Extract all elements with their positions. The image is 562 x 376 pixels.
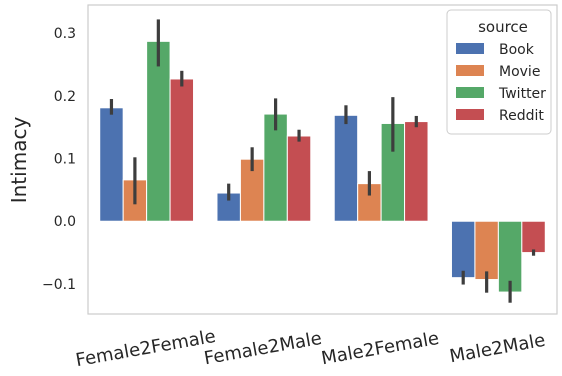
- legend-swatch-twitter: [456, 87, 484, 98]
- legend-label-book: Book: [499, 42, 535, 58]
- bar-reddit-male2female: [404, 121, 429, 222]
- bar-book-male2male: [450, 220, 476, 279]
- bar-reddit-male2male: [521, 220, 546, 254]
- y-axis-ticks: −0.1 0.0 0.1 0.2 0.3: [42, 26, 76, 293]
- y-axis-label: Intimacy: [7, 117, 31, 204]
- legend: source Book Movie Twitter Reddit: [446, 9, 552, 135]
- x-tick-label: Male2Male: [448, 330, 547, 367]
- legend-swatch-reddit: [456, 109, 484, 120]
- y-tick-label: 0.1: [54, 152, 76, 168]
- bar-twitter-female2female: [146, 40, 171, 222]
- legend-box: [446, 9, 552, 135]
- bars-layer: [99, 40, 546, 293]
- legend-swatch-book: [456, 43, 484, 54]
- legend-label-twitter: Twitter: [498, 86, 546, 102]
- bar-book-male2female: [333, 114, 359, 222]
- legend-title: source: [478, 18, 528, 36]
- bar-reddit-female2female: [169, 78, 195, 222]
- legend-label-movie: Movie: [499, 64, 540, 80]
- error-bars-layer: [109, 19, 536, 303]
- bar-book-female2female: [99, 107, 124, 222]
- y-tick-label: −0.1: [42, 277, 76, 293]
- y-tick-label: 0.3: [54, 26, 76, 42]
- x-tick-label: Female2Female: [74, 326, 217, 371]
- bar-reddit-female2male: [286, 135, 312, 222]
- legend-swatch-movie: [456, 65, 484, 76]
- x-tick-label: Female2Male: [202, 328, 323, 369]
- y-tick-label: 0.2: [54, 89, 76, 105]
- bar-movie-male2male: [474, 220, 499, 281]
- legend-label-reddit: Reddit: [499, 108, 544, 124]
- x-tick-label: Male2Female: [320, 328, 441, 369]
- y-tick-label: 0.0: [54, 214, 76, 230]
